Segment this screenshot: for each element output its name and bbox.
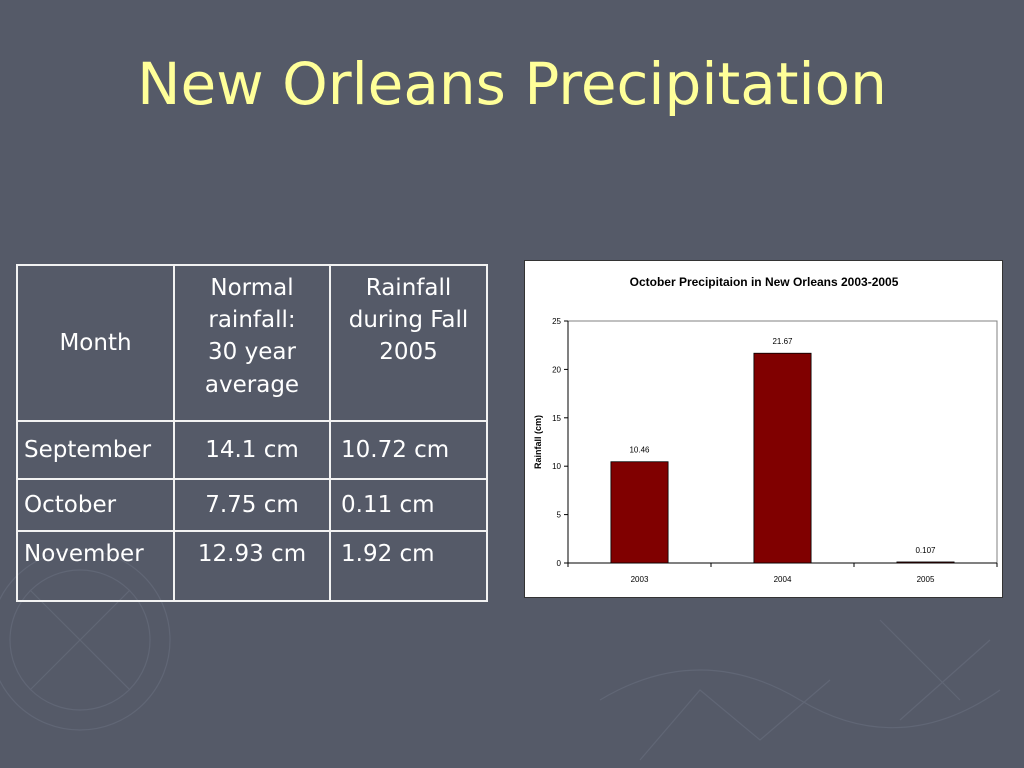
y-tick-label: 5 — [557, 511, 562, 520]
data-label: 10.46 — [629, 446, 650, 455]
header-month: Month — [16, 264, 175, 422]
slide-title: New Orleans Precipitation — [137, 50, 887, 118]
y-tick-label: 20 — [552, 365, 561, 374]
cell-month: October — [16, 478, 175, 532]
data-label: 0.107 — [915, 546, 936, 555]
data-label: 21.67 — [772, 337, 793, 346]
bar — [896, 561, 955, 564]
header-fall-line: 2005 — [379, 339, 438, 366]
table-row: October 7.75 cm 0.11 cm — [16, 478, 488, 532]
y-axis-label: Rainfall (cm) — [533, 415, 543, 469]
x-tick-label: 2004 — [774, 575, 792, 584]
x-tick-label: 2003 — [631, 575, 649, 584]
table-row: September 14.1 cm 10.72 cm — [16, 420, 488, 480]
cell-fall: 0.11 cm — [329, 478, 488, 532]
y-tick-label: 25 — [552, 317, 561, 326]
header-fall-line: during Fall — [348, 307, 469, 334]
header-fall-line: Rainfall — [365, 275, 452, 301]
cell-fall: 10.72 cm — [329, 420, 488, 480]
table-row: November 12.93 cm 1.92 cm — [16, 530, 488, 602]
y-tick-label: 0 — [557, 559, 562, 568]
cell-normal: 14.1 cm — [173, 420, 331, 480]
bar — [753, 352, 812, 564]
y-tick-label: 10 — [552, 462, 561, 471]
precipitation-table: Month Normal rainfall: 30 year average R… — [16, 264, 488, 602]
bar-chart: October Precipitaion in New Orleans 2003… — [533, 275, 998, 584]
cell-normal: 7.75 cm — [173, 478, 331, 532]
cell-month: November — [16, 530, 175, 602]
header-fall-rainfall: Rainfall during Fall 2005 — [329, 264, 488, 422]
table-header-row: Month Normal rainfall: 30 year average R… — [16, 264, 488, 422]
header-normal-rainfall: Normal rainfall: 30 year average — [173, 264, 331, 422]
chart-panel: October Precipitaion in New Orleans 2003… — [524, 260, 1003, 598]
header-normal-line: average — [204, 371, 300, 398]
header-normal-line: Normal — [210, 275, 294, 301]
cell-fall: 1.92 cm — [329, 530, 488, 602]
x-tick-label: 2005 — [917, 575, 935, 584]
cell-month: September — [16, 420, 175, 480]
header-normal-line: 30 year — [208, 339, 296, 366]
chart-title: October Precipitaion in New Orleans 2003… — [630, 275, 899, 289]
bar — [610, 461, 669, 564]
y-tick-label: 15 — [552, 414, 561, 423]
cell-normal: 12.93 cm — [173, 530, 331, 602]
header-normal-line: rainfall: — [208, 307, 296, 334]
